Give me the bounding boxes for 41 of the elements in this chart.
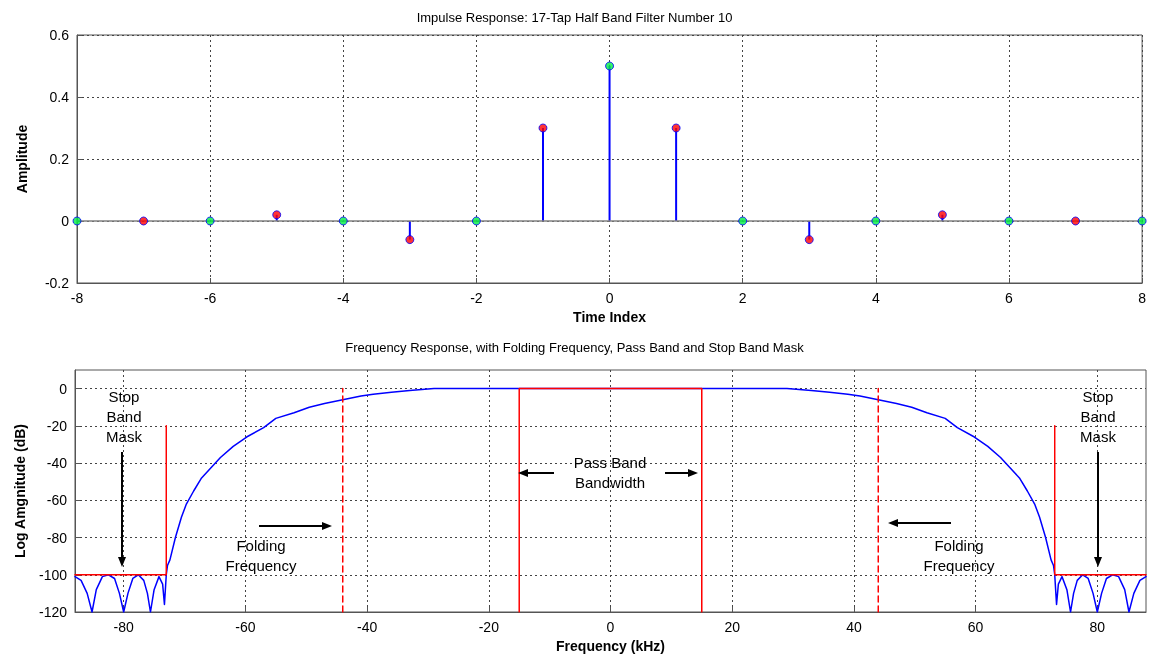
y-tick-label: 0.4 xyxy=(49,89,70,105)
x-tick-label: 2 xyxy=(738,290,747,306)
y-tick-label: -120 xyxy=(38,604,68,620)
y-tick-label: -80 xyxy=(46,529,68,546)
annotation: Stop Band Mask xyxy=(1080,388,1117,445)
x-tick-label: -6 xyxy=(203,290,217,306)
annotation: Folding Frequency xyxy=(923,537,995,574)
x-tick-label: 60 xyxy=(967,619,984,635)
x-tick-label: 6 xyxy=(1005,290,1014,306)
x-tick-label: -80 xyxy=(113,619,135,635)
annotation: Pass Band Bandwidth xyxy=(573,454,647,491)
chart-title: Frequency Response, with Folding Frequency, Pass Band and Stop Band Mask xyxy=(345,340,805,355)
y-tick-label: -100 xyxy=(38,566,68,583)
annotation: Folding Frequency xyxy=(225,537,297,574)
x-axis-title: Time Index xyxy=(573,308,647,325)
x-tick-label: -40 xyxy=(356,619,378,635)
y-tick-label: 0.6 xyxy=(49,27,70,43)
x-tick-label: 40 xyxy=(846,619,862,635)
x-tick-label: 4 xyxy=(871,290,880,306)
y-axis-title: Amplitude xyxy=(14,124,30,194)
y-tick-label: -60 xyxy=(46,492,68,509)
x-tick-label: -60 xyxy=(235,619,256,635)
y-tick-label: -20 xyxy=(46,417,68,434)
annotation: Stop Band Mask xyxy=(106,388,143,445)
x-axis-title: Frequency (kHz) xyxy=(556,637,665,654)
y-axis-title: Log Amgnitude (dB) xyxy=(12,423,28,559)
x-tick-label: -20 xyxy=(478,619,500,635)
y-tick-label: -40 xyxy=(46,455,68,472)
chart-title: Impulse Response: 17-Tap Half Band Filter Number 10 xyxy=(416,10,733,25)
x-tick-label: 80 xyxy=(1089,619,1106,635)
x-tick-label: 0 xyxy=(606,619,615,635)
y-tick-label: 0 xyxy=(59,380,68,397)
y-tick-label: -0.2 xyxy=(44,275,70,291)
x-tick-label: 20 xyxy=(724,619,741,635)
x-tick-label: -8 xyxy=(70,290,84,306)
y-tick-label: 0 xyxy=(61,213,70,229)
y-tick-label: 0.2 xyxy=(49,151,70,167)
x-tick-label: -4 xyxy=(337,290,350,306)
x-tick-label: 0 xyxy=(605,290,614,306)
x-tick-label: -2 xyxy=(470,290,483,306)
x-tick-label: 8 xyxy=(1138,290,1147,306)
